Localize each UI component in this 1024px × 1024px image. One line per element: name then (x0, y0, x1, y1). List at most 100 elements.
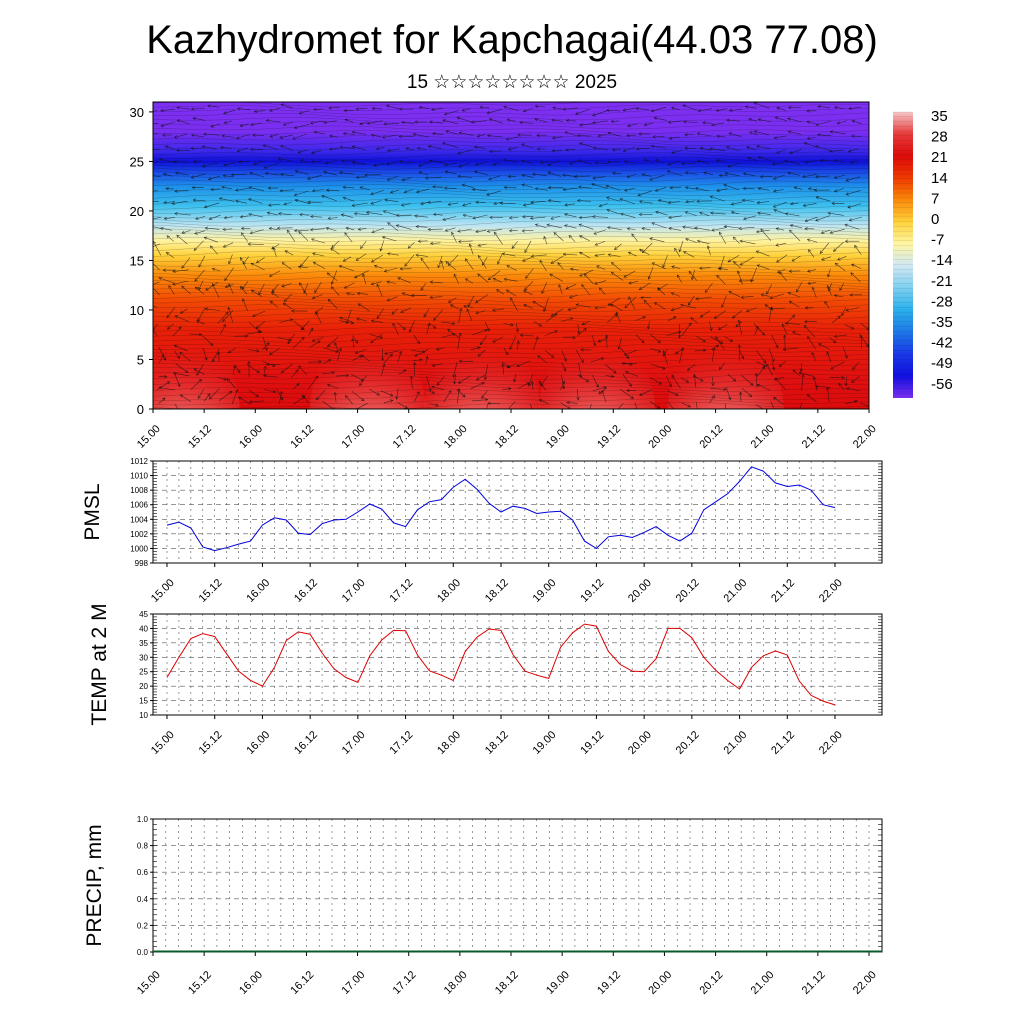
wind-vector-head (431, 390, 436, 394)
wind-vector-head (298, 230, 302, 235)
wind-vector-head (832, 339, 837, 344)
wind-vector (634, 402, 638, 409)
wind-vector (846, 190, 861, 195)
wind-vector-head (411, 293, 415, 298)
wind-vector-head (150, 246, 153, 249)
wind-vector (623, 270, 636, 278)
wind-vector-head (569, 317, 574, 321)
wind-vector-head (207, 104, 211, 108)
x-tick-label: 16.00 (244, 577, 272, 605)
wind-vector-head (807, 335, 811, 340)
wind-vector (280, 145, 294, 151)
wind-vector (729, 108, 743, 111)
wind-vector (361, 354, 370, 362)
wind-vector-head (612, 171, 616, 175)
wind-vector (824, 301, 830, 309)
wind-vector-head (737, 270, 741, 274)
wind-vector-head (400, 203, 405, 207)
wind-vector-head (445, 130, 449, 134)
y-axis-title: PRECIP, mm (83, 824, 106, 946)
wind-vector-head (815, 174, 819, 179)
wind-vector (153, 226, 161, 229)
wind-vector-head (381, 236, 386, 240)
wind-vector (666, 375, 672, 387)
wind-vector (620, 347, 630, 359)
wind-vector (401, 177, 412, 181)
wind-vector (827, 387, 830, 403)
wind-vector-head (370, 340, 374, 344)
wind-vector (400, 307, 412, 313)
wind-vector (247, 349, 259, 352)
wind-vector-head (346, 292, 350, 296)
wind-vector (415, 254, 428, 257)
wind-vector-head (240, 257, 243, 261)
wind-vector (723, 184, 740, 191)
wind-vector-head (166, 235, 171, 239)
wind-vector (773, 189, 784, 192)
wind-vector-head (181, 285, 185, 289)
wind-vector (642, 174, 652, 177)
wind-vector-head (174, 315, 179, 319)
wind-vector-head (364, 173, 368, 177)
wind-vector (605, 375, 615, 377)
wind-vector-head (404, 263, 408, 267)
wind-vector (269, 227, 278, 230)
wind-vector-head (530, 200, 534, 204)
wind-vector (343, 197, 355, 202)
contour-line (153, 170, 869, 179)
wind-vector (680, 377, 689, 383)
wind-vector-head (310, 327, 314, 332)
wind-vector-head (547, 186, 552, 190)
wind-vector (405, 147, 414, 151)
wind-vector-head (343, 285, 348, 289)
wind-vector (172, 326, 182, 337)
wind-vector (724, 336, 733, 342)
wind-vector (171, 200, 188, 204)
wind-vector (760, 228, 772, 241)
wind-vector-head (222, 318, 226, 323)
wind-vector-head (710, 123, 715, 127)
y-tick-label: 0 (137, 402, 144, 417)
colorbar-label: -28 (931, 293, 953, 310)
wind-vector-head (625, 355, 630, 359)
wind-vector (757, 212, 771, 215)
wind-vector-head (613, 370, 617, 374)
wind-vector (750, 267, 757, 283)
wind-vector-head (415, 224, 420, 229)
contour-line (153, 367, 869, 375)
wind-vector-head (311, 338, 316, 342)
wind-vector-head (223, 377, 227, 381)
wind-vector (278, 213, 292, 215)
wind-vector (471, 399, 488, 402)
wind-vector-head (198, 378, 202, 383)
wind-vector (668, 120, 683, 123)
wind-vector (327, 384, 339, 389)
wind-vector-head (146, 285, 149, 288)
warm-plume (667, 339, 784, 409)
wind-vector (592, 216, 608, 218)
wind-vector (484, 364, 488, 380)
wind-vector (696, 401, 698, 409)
wind-vector-head (753, 102, 758, 106)
wind-vector-head (753, 130, 758, 134)
wind-vector (423, 308, 430, 317)
wind-vector-head (680, 346, 685, 351)
wind-vector (687, 295, 695, 306)
colorbar-label: -14 (931, 252, 953, 269)
wind-vector (292, 133, 307, 140)
wind-vector (386, 105, 400, 110)
wind-vector-head (789, 224, 794, 228)
wind-vector-head (435, 403, 439, 407)
wind-vector (371, 227, 385, 233)
wind-vector-head (739, 262, 744, 266)
wind-vector (329, 147, 339, 150)
contour-line (153, 210, 869, 219)
wind-vector (776, 149, 787, 154)
wind-vector (172, 280, 189, 285)
wind-vector-head (382, 363, 386, 368)
wind-vector (550, 215, 561, 220)
wind-vector (383, 400, 393, 404)
wind-vector (357, 293, 369, 295)
wind-vector-head (595, 384, 599, 388)
wind-vector-head (164, 145, 169, 149)
